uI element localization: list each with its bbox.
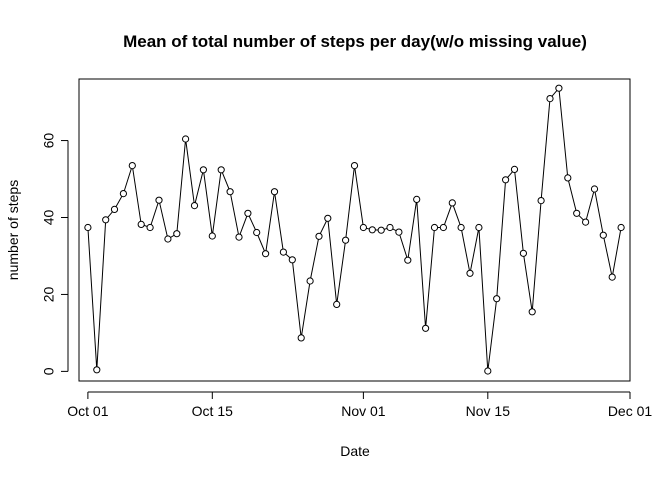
y-tick-label: 0: [41, 367, 57, 375]
data-series: [84, 84, 625, 375]
data-point: [546, 95, 554, 103]
x-tick-label: Dec 01: [608, 403, 653, 419]
data-point: [102, 216, 110, 224]
data-point: [324, 214, 332, 222]
data-point: [519, 249, 528, 257]
data-point: [475, 223, 483, 232]
x-axis-label: Date: [340, 443, 370, 459]
y-axis-label: number of steps: [5, 180, 21, 280]
data-point: [582, 218, 590, 226]
x-tick-label: Nov 15: [466, 403, 511, 419]
data-point: [386, 223, 394, 232]
data-point: [510, 165, 519, 173]
data-point: [359, 223, 367, 232]
data-point: [377, 226, 385, 234]
data-point: [502, 176, 510, 184]
data-point: [448, 199, 456, 207]
data-point: [484, 367, 492, 375]
data-point: [537, 197, 545, 205]
data-point: [93, 366, 101, 374]
data-point: [262, 250, 270, 258]
series-line: [87, 86, 622, 372]
x-tick-label: Oct 15: [192, 403, 233, 419]
data-point: [297, 334, 305, 342]
data-point: [128, 162, 136, 170]
data-point: [110, 205, 119, 213]
data-point: [182, 135, 190, 143]
data-point: [190, 202, 199, 210]
chart-title: Mean of total number of steps per day(w/…: [123, 32, 587, 51]
data-point: [164, 235, 172, 243]
data-point: [137, 220, 145, 228]
data-point: [226, 188, 234, 196]
plot-frame: [78, 78, 631, 382]
data-point: [173, 230, 181, 238]
data-point: [199, 166, 207, 174]
data-point: [235, 233, 243, 241]
data-point: [404, 256, 412, 264]
x-tick-label: Nov 01: [341, 403, 386, 419]
data-point: [599, 231, 607, 239]
data-point: [413, 195, 421, 203]
data-point: [253, 228, 261, 237]
data-point: [368, 226, 376, 234]
data-point: [573, 209, 581, 217]
data-point: [608, 273, 616, 281]
data-point: [244, 209, 252, 217]
y-tick-label: 60: [41, 133, 57, 149]
data-point: [119, 190, 128, 198]
data-point: [342, 236, 350, 244]
data-point: [395, 228, 403, 236]
data-point: [590, 185, 599, 193]
data-point: [493, 295, 501, 303]
data-point: [555, 84, 563, 92]
data-point: [617, 223, 625, 232]
data-point: [146, 223, 154, 232]
data-point: [430, 223, 439, 232]
data-point: [306, 277, 314, 285]
data-point: [208, 232, 216, 240]
data-point: [333, 300, 341, 308]
data-point: [217, 166, 225, 174]
y-tick-label: 20: [41, 286, 57, 302]
data-point: [155, 196, 163, 204]
y-tick-label: 40: [41, 209, 57, 225]
data-point: [279, 248, 287, 256]
data-point: [528, 308, 536, 316]
data-point: [84, 223, 92, 232]
x-axis: Oct 01 Oct 15 Nov 01 Nov 15 Dec 01: [67, 391, 653, 419]
y-axis: 0 20 40 60: [41, 133, 69, 375]
data-point: [270, 188, 279, 196]
data-point: [564, 174, 572, 182]
data-point: [350, 162, 359, 170]
data-point: [288, 256, 296, 264]
data-point: [439, 223, 447, 232]
x-tick-label: Oct 01: [67, 403, 108, 419]
data-point: [315, 232, 323, 240]
data-point: [422, 324, 430, 332]
data-point: [457, 223, 465, 232]
data-point: [466, 269, 474, 277]
